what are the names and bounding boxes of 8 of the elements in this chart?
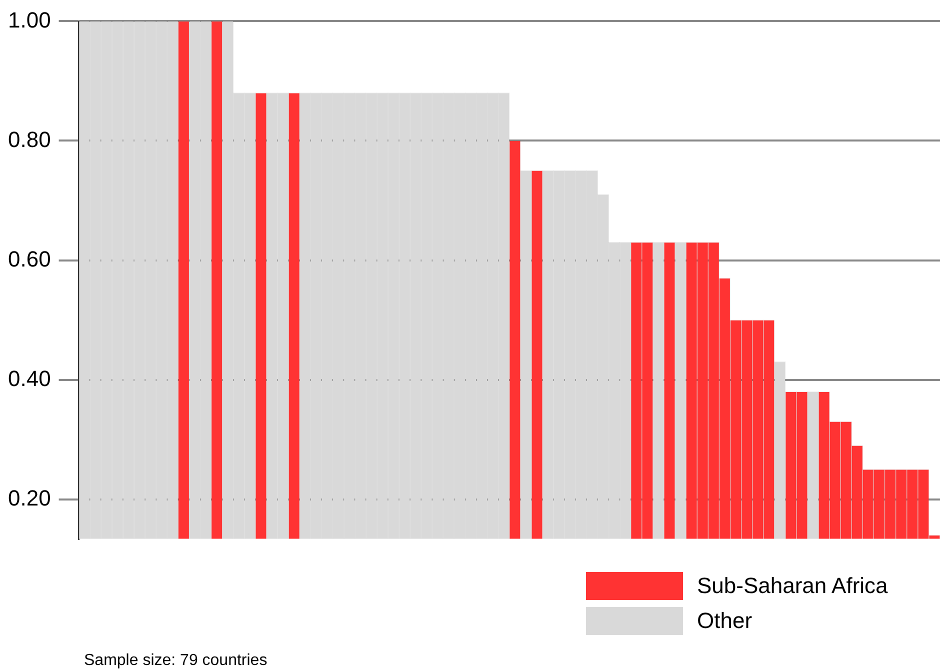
y-tick-label: 0.40 — [8, 366, 51, 391]
legend-label: Other — [697, 608, 752, 634]
text: Sample size: 79 countries — [84, 652, 268, 670]
y-tick-label: 0.20 — [8, 485, 51, 510]
y-tick-label: 0.80 — [8, 126, 51, 152]
legend-label: Sub-Saharan Africa — [697, 572, 888, 598]
y-tick-label: 0.60 — [8, 246, 51, 272]
y-tick-label: 1.00 — [8, 7, 51, 32]
